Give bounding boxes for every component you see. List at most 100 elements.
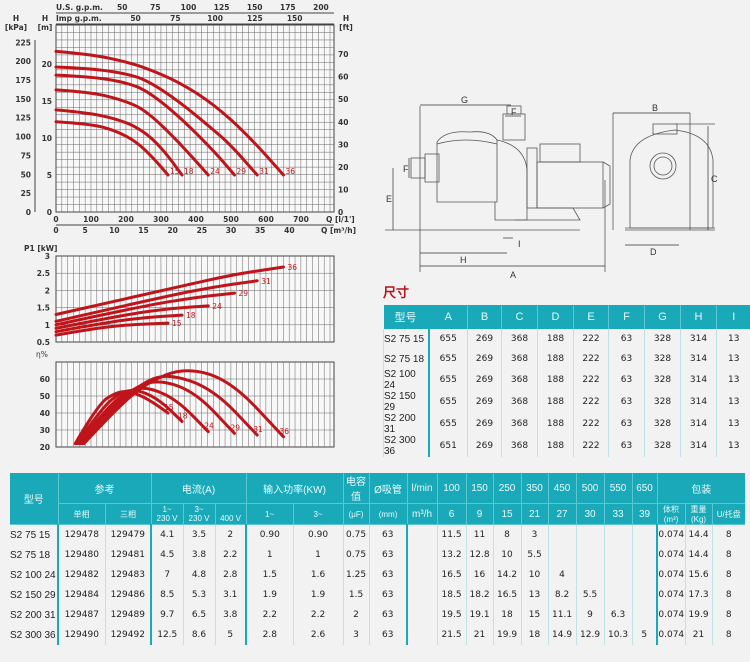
dim-cell: 655	[427, 349, 468, 369]
spec-cell: 11.5	[436, 524, 467, 545]
curve-label: 18	[186, 311, 196, 320]
model-cell: S2 200 31	[10, 609, 56, 621]
kpa-tick: 125	[15, 114, 31, 123]
col-m3h: m³/h	[406, 503, 438, 525]
spec-cell: 8	[492, 524, 522, 545]
curve-label: 24	[212, 302, 222, 311]
spec-cell: 0.074	[656, 625, 686, 645]
model-cell: S2 300 36	[383, 435, 429, 457]
kpa-tick: 75	[21, 151, 31, 160]
m3h-tick: 30	[226, 226, 236, 235]
impgpm-tick: 150	[287, 14, 303, 23]
dim-header-c: C	[501, 305, 538, 329]
spec-cell: 3	[342, 625, 370, 645]
col-power-3ph: 3~	[292, 503, 344, 525]
col-model: 型号	[10, 473, 58, 525]
dim-header-g: G	[644, 305, 681, 329]
col-power: 输入功率(KW)	[245, 473, 344, 504]
spec-cell: 8	[711, 545, 746, 565]
spec-cell: 0.074	[656, 524, 686, 545]
spec-cell	[406, 524, 438, 545]
dim-cell: 269	[467, 435, 502, 457]
spec-cell: 10	[520, 565, 549, 585]
spec-cell: 19.5	[436, 605, 467, 625]
dim-cell: 368	[501, 329, 538, 349]
dim-cell: 655	[427, 391, 468, 413]
spec-cell: 63	[368, 625, 408, 645]
dim-label-a: A	[510, 270, 516, 280]
eta-tick: 40	[40, 409, 50, 418]
p1-curve-24	[54, 304, 210, 330]
model-cell: S2 100 24	[383, 369, 429, 391]
dim-cell: 13	[716, 349, 750, 369]
flow-m3h: 30	[575, 503, 605, 525]
hq-curve-29	[54, 73, 236, 177]
spec-cell: 2	[342, 605, 370, 625]
dim-cell: 368	[501, 413, 538, 435]
dim-cell: 13	[716, 413, 750, 435]
col-lmin: l/min	[406, 473, 438, 504]
dim-cell: 188	[537, 413, 574, 435]
m-tick: 0	[47, 208, 52, 217]
spec-cell: 129487	[57, 605, 105, 625]
dim-label-b: B	[652, 103, 658, 113]
dim-header-model: 型号	[383, 305, 429, 329]
curve-label: 24	[210, 167, 220, 176]
spec-cell	[631, 545, 658, 565]
specifications-table: 型号 参考 电流(A) 输入功率(KW) 电容值 Ø吸管 l/min 100 1…	[10, 473, 746, 645]
ft-tick: 20	[338, 163, 348, 172]
spec-cell: 1.9	[245, 585, 294, 605]
spec-cell: 13	[520, 585, 549, 605]
spec-cell: 129484	[57, 585, 105, 605]
flow-lmin: 350	[520, 473, 549, 504]
curve-label: 31	[259, 167, 269, 176]
table-row: S2 75 15 655 269 368 188 222 63 328 314 13	[383, 329, 750, 349]
kpa-tick: 175	[15, 76, 31, 85]
usgpm-tick: 100	[181, 3, 197, 12]
impgpm-axis-label: Imp g.p.m.	[56, 14, 102, 23]
dim-cell: 655	[427, 329, 468, 349]
dim-label-c: C	[711, 174, 718, 184]
p1-tick: 0.5	[37, 338, 50, 347]
spec-cell: 5	[631, 625, 658, 645]
spec-cell: 3	[520, 524, 549, 545]
pump-front-view	[612, 113, 715, 231]
eta-axis-label: η%	[36, 350, 48, 359]
spec-cell: 8	[711, 565, 746, 585]
spec-cell: 63	[368, 545, 408, 565]
impgpm-tick: 100	[207, 14, 223, 23]
dim-cell: 328	[644, 329, 681, 349]
dim-cell: 13	[716, 329, 750, 349]
spec-cell: 0.75	[342, 545, 370, 565]
spec-cell: 6.3	[603, 605, 633, 625]
spec-cell: 12.5	[150, 625, 183, 645]
flow-m3h: 39	[631, 503, 658, 525]
h-axis-unit: [m]	[38, 23, 53, 32]
dim-label-e: E	[386, 194, 392, 204]
dim-header-b: B	[467, 305, 502, 329]
col-capacitor: 电容值	[342, 473, 370, 504]
dim-header-e: E	[573, 305, 609, 329]
curve-label: 36	[286, 167, 296, 176]
spec-cell: 129483	[104, 565, 151, 585]
curve-label: 31	[261, 277, 271, 286]
spec-cell: 12.9	[575, 625, 605, 645]
dim-cell: 269	[467, 391, 502, 413]
p1-tick: 2.5	[37, 269, 50, 278]
ft-tick: 0	[338, 208, 343, 217]
spec-cell	[631, 605, 658, 625]
dim-cell: 328	[644, 413, 681, 435]
m3h-tick: 20	[167, 226, 177, 235]
col-reference: 参考	[57, 473, 151, 504]
dim-cell: 314	[680, 413, 717, 435]
kpa-tick: 225	[15, 38, 31, 47]
eta-curve-31	[80, 374, 259, 446]
spec-cell: 2.8	[214, 565, 247, 585]
p1-curve-15	[54, 321, 170, 337]
dim-cell: 269	[467, 349, 502, 369]
eta-tick: 60	[40, 375, 50, 384]
spec-cell	[406, 565, 438, 585]
spec-cell: 15	[520, 605, 549, 625]
m3h-tick: 0	[53, 226, 58, 235]
col-capacitor-unit: (μF)	[342, 503, 370, 525]
